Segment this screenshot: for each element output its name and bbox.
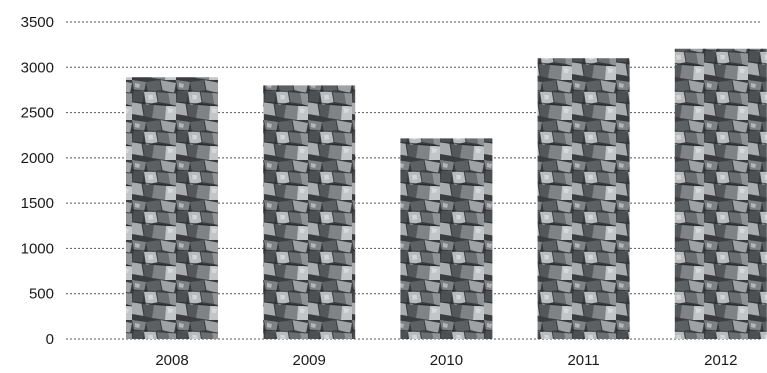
x-tick-label: 2011 [567, 352, 599, 369]
y-tick-label: 1000 [21, 240, 54, 257]
bar-2011 [537, 58, 630, 339]
y-axis-ticks: 0 500 1000 1500 2000 2500 3000 3500 [21, 14, 54, 348]
y-tick-label: 2500 [21, 105, 54, 122]
x-tick-label: 2010 [430, 352, 463, 369]
x-tick-label: 2009 [293, 352, 326, 369]
y-tick-label: 0 [46, 331, 54, 348]
bars [126, 48, 767, 340]
bar-2009 [263, 85, 356, 340]
bar-2008 [126, 77, 218, 340]
x-tick-label: 2012 [704, 352, 737, 369]
y-tick-label: 3000 [21, 59, 54, 76]
y-tick-label: 2000 [21, 150, 54, 167]
y-tick-label: 1500 [21, 195, 54, 212]
y-tick-label: 3500 [21, 14, 54, 31]
x-tick-label: 2008 [155, 352, 188, 369]
bar-2012 [674, 48, 767, 340]
y-tick-label: 500 [29, 286, 54, 303]
x-axis-ticks: 2008 2009 2010 2011 2012 [155, 352, 737, 369]
bar-2010 [400, 138, 493, 339]
